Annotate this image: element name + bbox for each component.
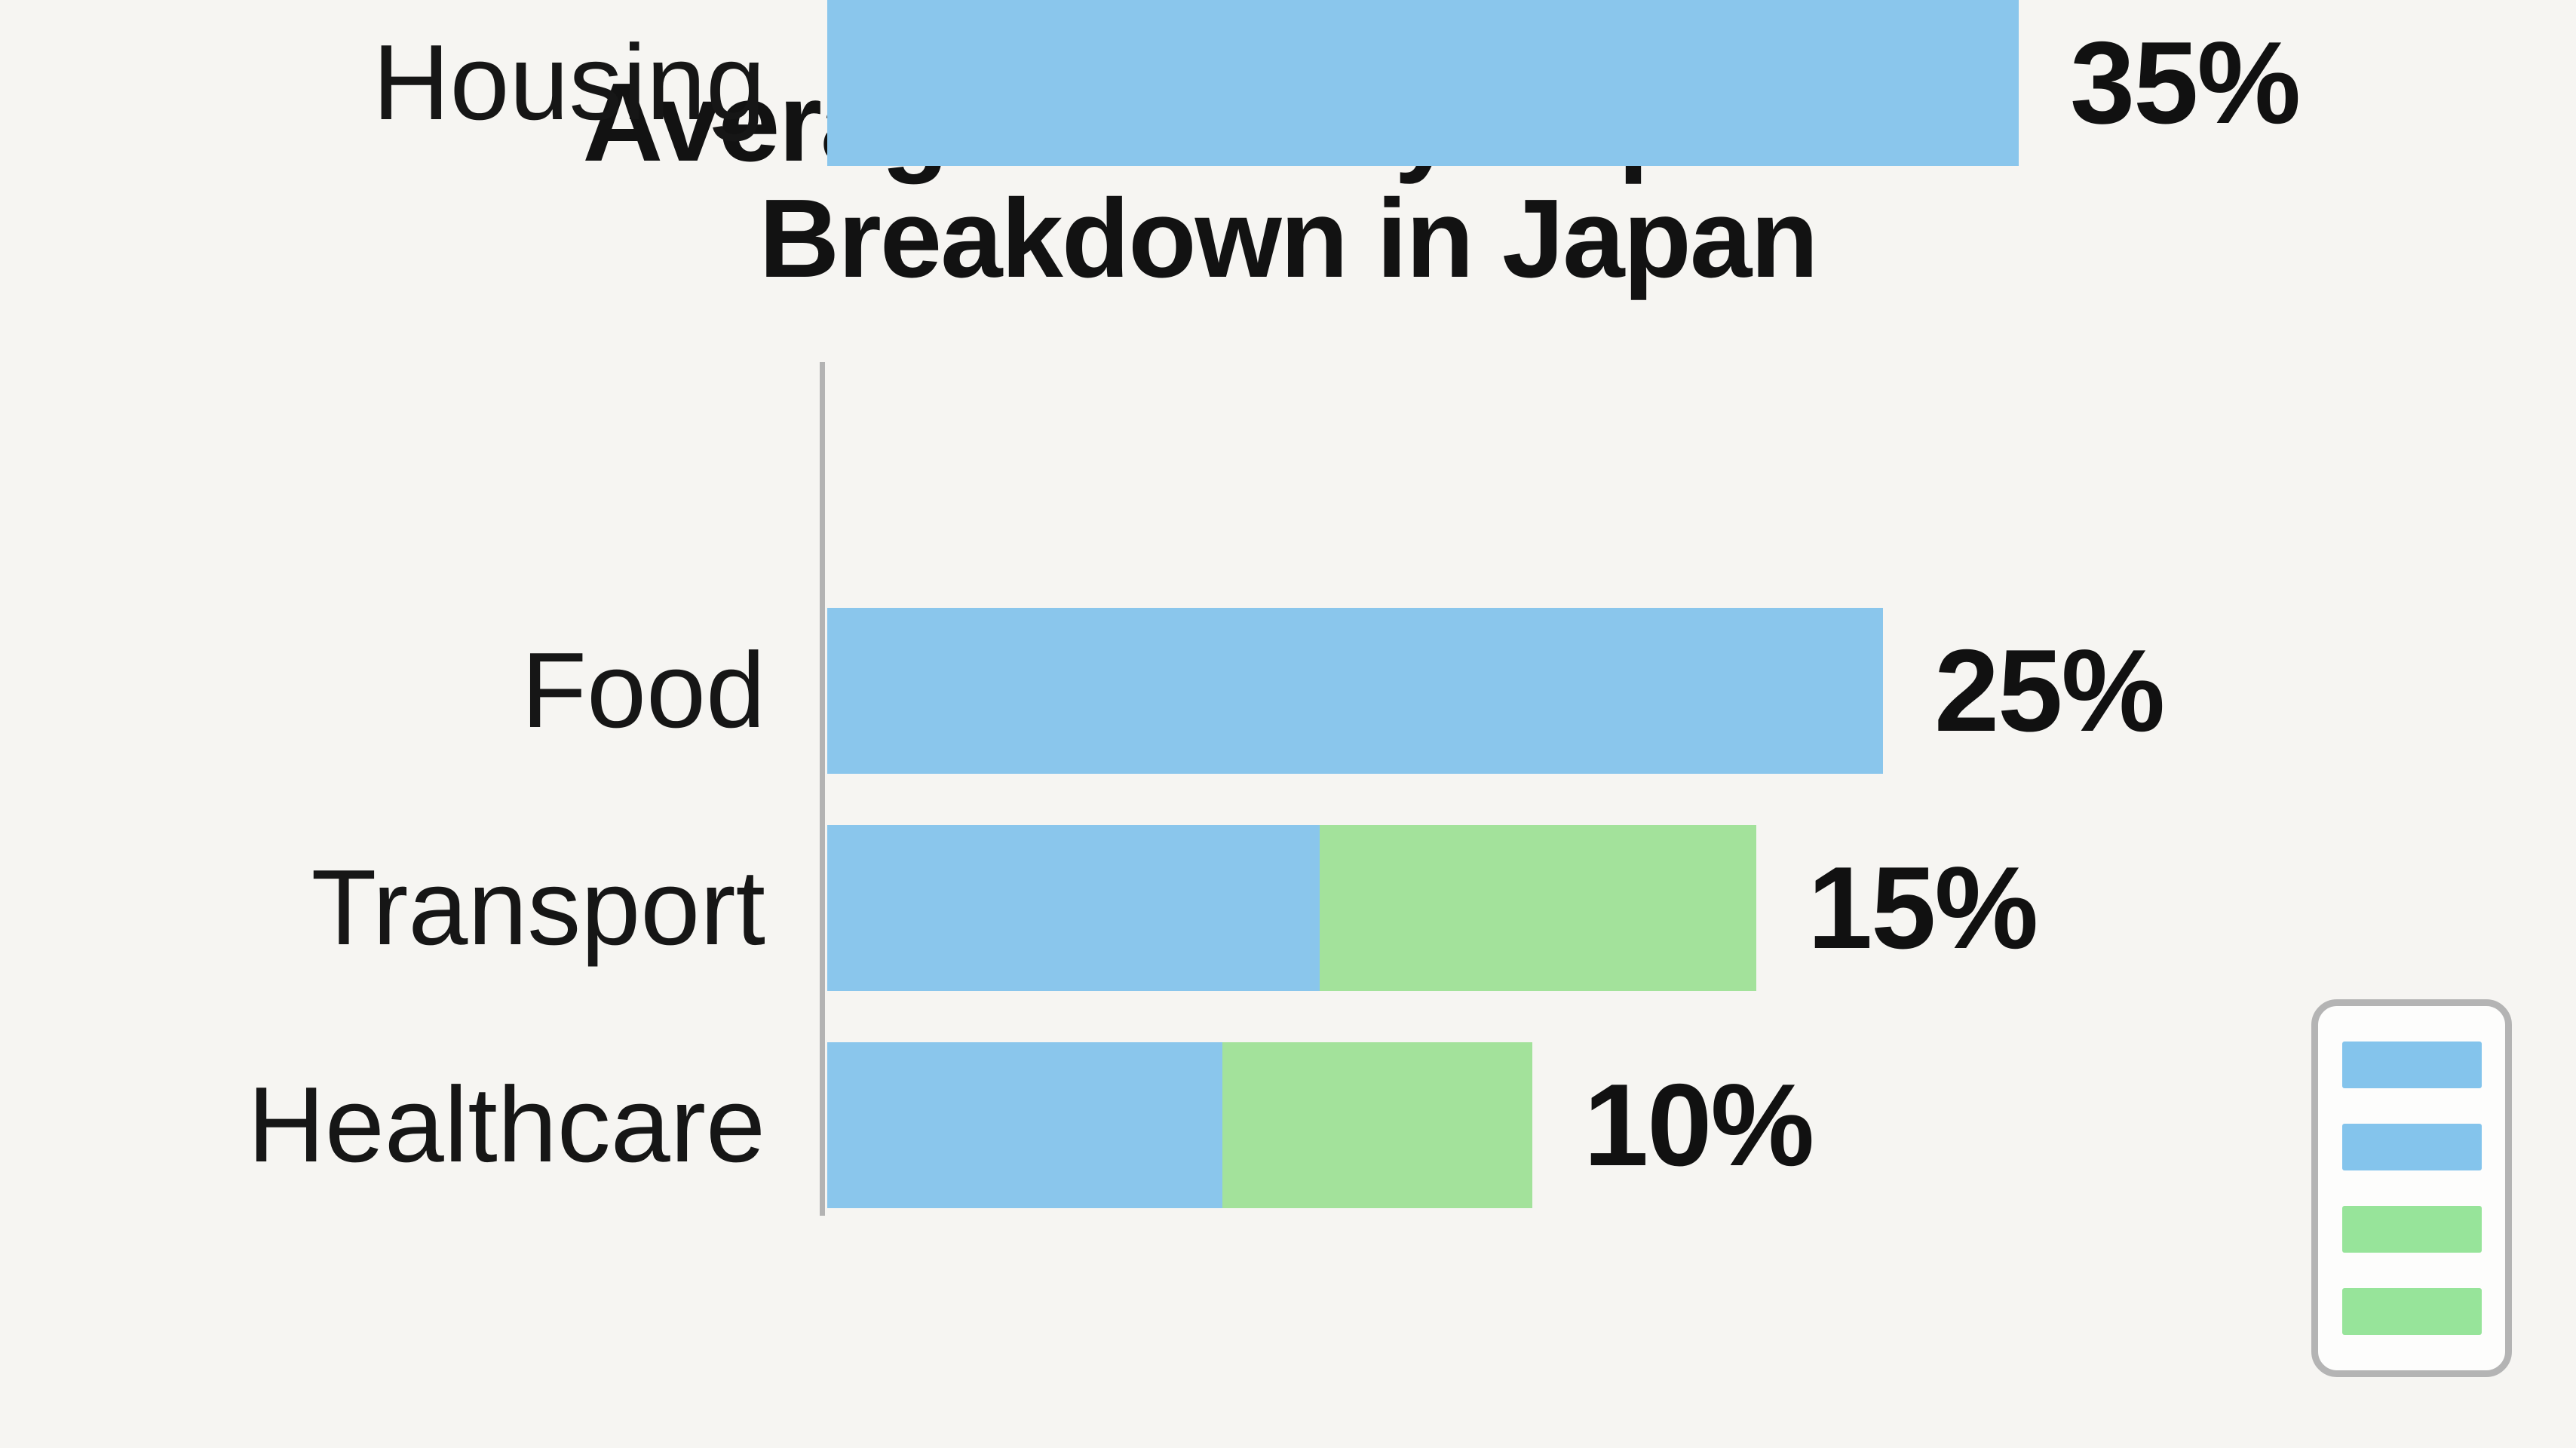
- y-axis-line: [820, 362, 825, 1216]
- chart-title-line2: Breakdown in Japan: [759, 176, 1818, 301]
- bar-healthcare: [827, 1042, 1532, 1208]
- bar-wrap-food: 25%: [827, 608, 2165, 774]
- blue-bar-segment: [827, 1042, 1222, 1208]
- legend-swatch-blue-1: [2341, 1042, 2482, 1088]
- category-label-food: Food: [521, 630, 765, 750]
- legend-box: [2311, 999, 2512, 1377]
- blue-bar-segment: [827, 825, 1320, 991]
- legend-swatch-green-1: [2341, 1206, 2482, 1253]
- bar-food: [827, 608, 1883, 774]
- category-label-transport: Transport: [311, 848, 765, 968]
- bar-row-transport: Transport 15%: [0, 825, 2576, 991]
- legend-swatch-blue-2: [2341, 1124, 2482, 1170]
- value-label-healthcare: 10%: [1584, 1060, 1814, 1190]
- blue-bar-segment: [827, 0, 2019, 166]
- bar-wrap-healthcare: 10%: [827, 1042, 1814, 1208]
- legend-swatch-green-2: [2341, 1288, 2482, 1335]
- value-label-housing: 35%: [2070, 17, 2301, 148]
- green-bar-segment: [1319, 825, 1756, 991]
- bar-housing: [827, 0, 2019, 166]
- bar-wrap-transport: 15%: [827, 825, 2038, 991]
- bar-row-housing: Housing 35%: [0, 0, 2576, 166]
- bar-transport: [827, 825, 1756, 991]
- category-label-healthcare: Healthcare: [247, 1065, 765, 1185]
- blue-bar-segment: [827, 608, 1883, 774]
- bar-wrap-housing: 35%: [827, 0, 2301, 166]
- bar-row-food: Food 25%: [0, 608, 2576, 774]
- value-label-transport: 15%: [1808, 842, 2038, 973]
- green-bar-segment: [1222, 1042, 1532, 1208]
- category-label-housing: Housing: [373, 23, 765, 143]
- bar-row-healthcare: Healthcare 10%: [0, 1042, 2576, 1208]
- value-label-food: 25%: [1934, 625, 2165, 756]
